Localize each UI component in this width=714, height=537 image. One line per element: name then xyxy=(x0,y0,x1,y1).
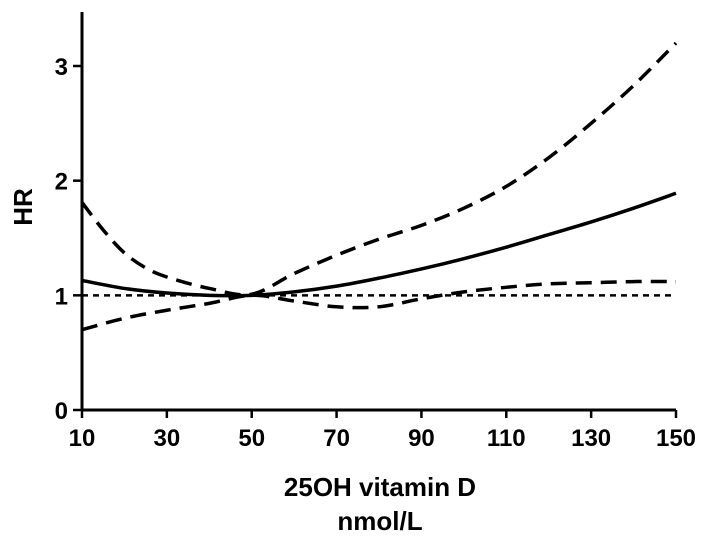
x-tick-label: 70 xyxy=(323,425,350,452)
x-tick-label: 30 xyxy=(154,425,181,452)
y-axis-title: HR xyxy=(8,188,38,226)
x-axis-title-line1: 25OH vitamin D xyxy=(284,472,476,502)
x-axis: 10 30 50 70 90 110 130 150 xyxy=(69,408,696,452)
series-line-lower-95-ci xyxy=(81,279,677,332)
y-axis: 0 1 2 3 xyxy=(55,12,84,425)
x-tick-label: 10 xyxy=(69,425,96,452)
x-tick-label: 110 xyxy=(487,425,526,452)
x-tick-label: 150 xyxy=(656,425,696,452)
x-tick-label: 90 xyxy=(408,425,435,452)
series-line-hr-estimate xyxy=(81,191,677,298)
y-tick-label: 2 xyxy=(55,169,68,196)
y-tick-label: 1 xyxy=(55,283,68,310)
y-tick-label: 0 xyxy=(55,398,68,425)
x-tick-label: 130 xyxy=(571,425,611,452)
series-line-upper-95-ci xyxy=(80,41,678,297)
x-axis-title-line2: nmol/L xyxy=(337,506,422,536)
x-tick-label: 50 xyxy=(238,425,265,452)
series-group xyxy=(80,41,678,332)
y-tick-label: 3 xyxy=(55,54,68,81)
